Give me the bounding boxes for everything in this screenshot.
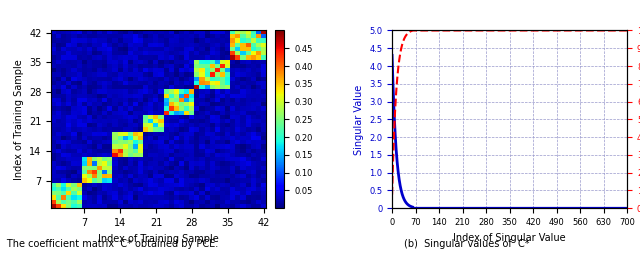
Text: (b)  Singular values of  C*: (b) Singular values of C* [404, 239, 530, 249]
X-axis label: Index of Singular Value: Index of Singular Value [453, 233, 566, 243]
Text: (a)  The coefficient matrix  C* obtained by PCE.: (a) The coefficient matrix C* obtained b… [0, 239, 218, 249]
Y-axis label: Index of Training Sample: Index of Training Sample [13, 59, 24, 180]
X-axis label: Index of Training Sample: Index of Training Sample [99, 234, 219, 244]
Y-axis label: Singular Value: Singular Value [353, 84, 364, 154]
